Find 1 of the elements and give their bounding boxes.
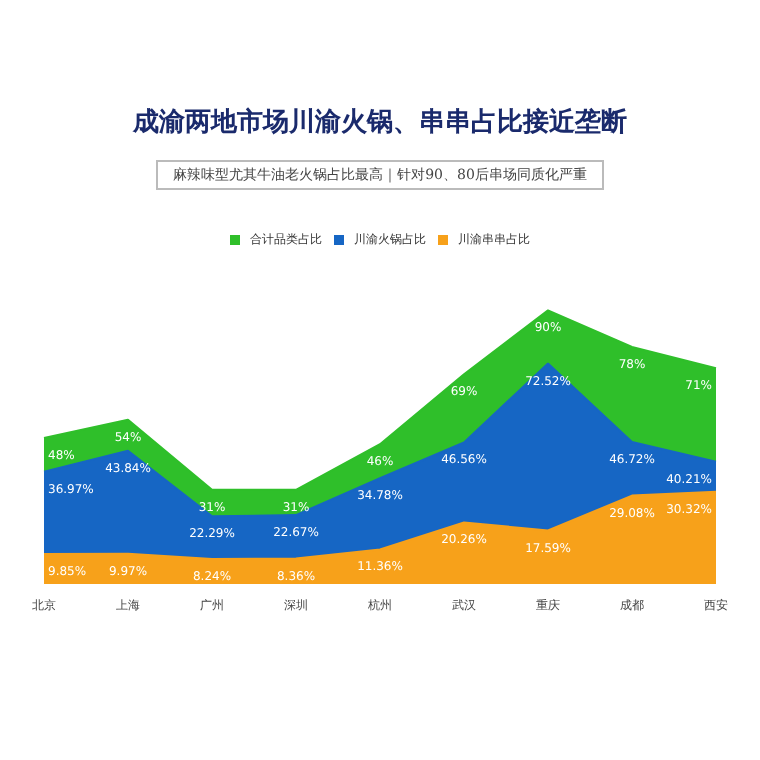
chart-title: 成渝两地市场川渝火锅、串串占比接近垄断 (131, 106, 627, 138)
